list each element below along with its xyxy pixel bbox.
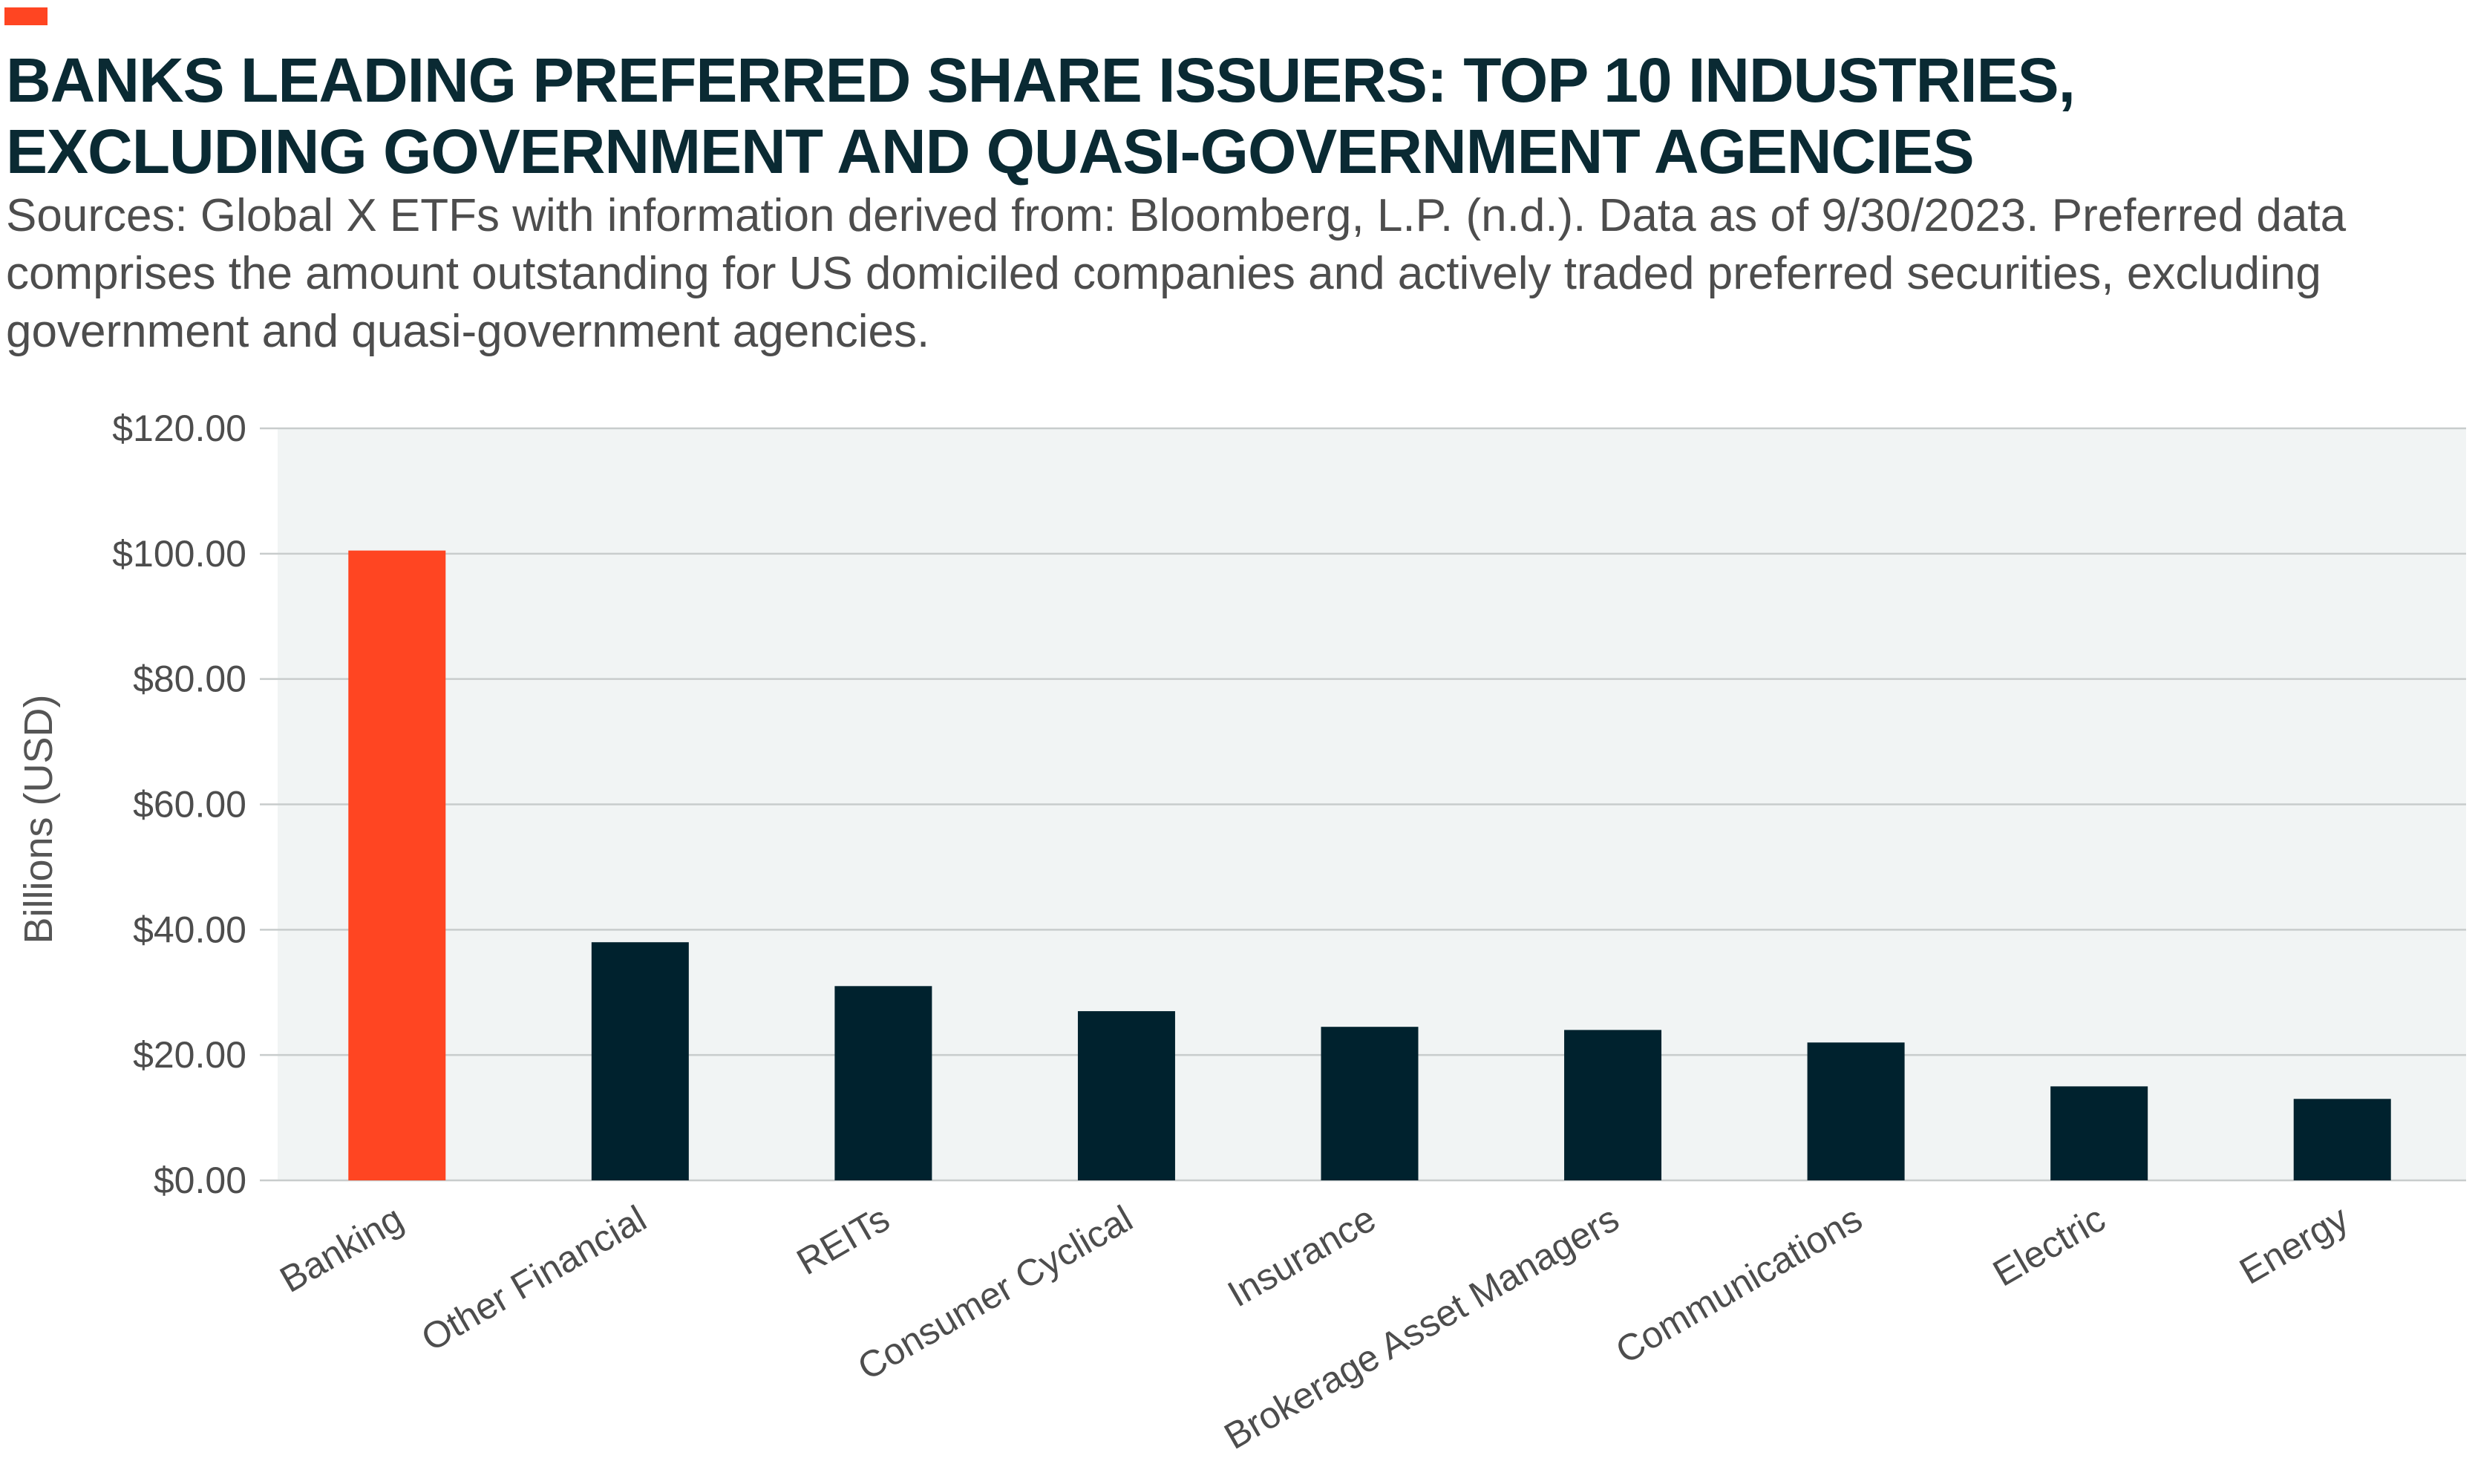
- y-tick-label: $60.00: [133, 784, 246, 826]
- bar-communications: [1807, 1042, 1905, 1180]
- y-tick-label: $20.00: [133, 1034, 246, 1076]
- x-tick-label: Communications: [1609, 1197, 1868, 1372]
- y-axis-title: Billions (USD): [16, 694, 61, 944]
- y-axis-ticks: $0.00 $20.00 $40.00 $60.00 $80.00 $100.00 $120…: [112, 408, 246, 1201]
- bar-banking: [348, 550, 446, 1180]
- y-tick-label: $40.00: [133, 909, 246, 950]
- y-tick-label: $120.00: [112, 408, 246, 449]
- bar-energy: [2293, 1099, 2391, 1180]
- y-tick-label: $100.00: [112, 533, 246, 575]
- chart-title: Banks Leading Preferred Share Issuers: T…: [6, 45, 2076, 186]
- bar-consumer-cyclical: [1077, 1011, 1175, 1180]
- x-tick-label: Insurance: [1220, 1197, 1382, 1315]
- y-tick-label: $80.00: [133, 658, 246, 700]
- x-tick-label: Electric: [1986, 1197, 2112, 1294]
- accent-mark: [4, 7, 48, 25]
- bar-electric: [2050, 1086, 2148, 1180]
- bar-reits: [834, 986, 932, 1180]
- x-tick-label: Other Financial: [414, 1197, 653, 1359]
- x-tick-label: Banking: [273, 1197, 410, 1301]
- chart-subtitle: Sources: Global X ETFs with information …: [6, 190, 2347, 357]
- bar-brokerage-asset-managers: [1564, 1030, 1662, 1180]
- x-tick-label: Brokerage Asset Managers: [1217, 1197, 1626, 1457]
- x-tick-label: Energy: [2233, 1197, 2355, 1292]
- y-tick-label: $0.00: [154, 1160, 246, 1201]
- x-tick-label: REITs: [790, 1197, 896, 1283]
- x-tick-label: Consumer Cyclical: [851, 1197, 1140, 1388]
- bars: [348, 550, 2391, 1180]
- bar-other-financial: [591, 942, 689, 1180]
- bar-insurance: [1321, 1027, 1419, 1180]
